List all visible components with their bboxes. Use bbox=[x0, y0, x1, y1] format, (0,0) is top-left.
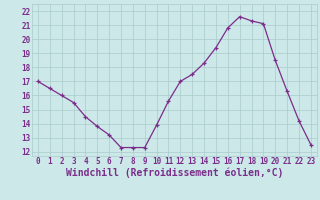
X-axis label: Windchill (Refroidissement éolien,°C): Windchill (Refroidissement éolien,°C) bbox=[66, 168, 283, 178]
